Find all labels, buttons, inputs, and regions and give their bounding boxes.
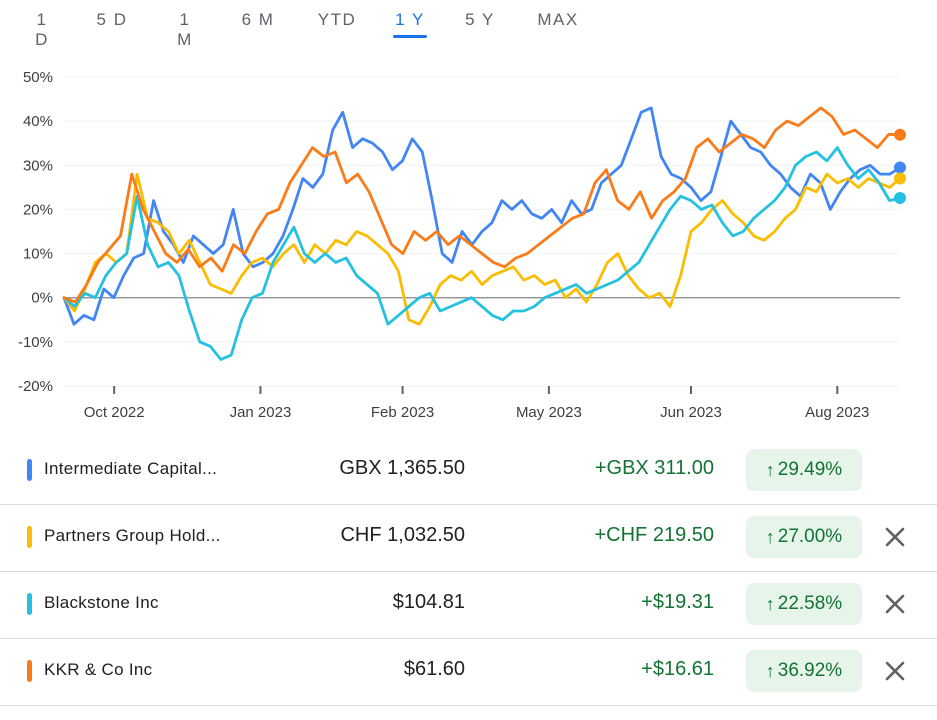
arrow-up-icon: ↑ (765, 459, 775, 480)
tab-ytd[interactable]: YTD (317, 10, 357, 29)
percent-change-badge: ↑ 36.92% (746, 650, 862, 692)
percent-change-badge: ↑ 22.58% (746, 583, 862, 625)
close-icon[interactable] (881, 523, 909, 551)
tab-1y[interactable]: 1 Y (395, 10, 425, 29)
percent-change-badge: ↑ 27.00% (746, 516, 862, 558)
comparison-row[interactable]: Partners Group Hold... CHF 1,032.50 +CHF 2… (0, 504, 937, 572)
tab-1d[interactable]: 1 D (35, 10, 49, 49)
tab-1m[interactable]: 1 M (177, 10, 193, 49)
price-change: +CHF 219.50 (594, 524, 714, 546)
security-name: KKR & Co Inc (44, 660, 153, 679)
comparison-row[interactable]: Blackstone Inc $104.81 +$19.31 ↑ 22.58% (0, 571, 937, 639)
close-icon[interactable] (881, 590, 909, 618)
security-price: GBX 1,365.50 (339, 457, 465, 479)
x-tick-label: Oct 2022 (84, 404, 145, 421)
percent-change-value: 27.00% (777, 526, 843, 547)
security-name: Partners Group Hold... (44, 526, 221, 545)
series-line (62, 172, 902, 326)
time-range-tabs: 1 D 5 D 1 M 6 M YTD 1 Y 5 Y MAX (0, 0, 937, 49)
price-change: +$16.61 (641, 658, 714, 680)
series-color-swatch (27, 593, 32, 615)
y-tick-label: 30% (23, 157, 53, 174)
active-tab-indicator (393, 35, 427, 38)
security-name: Blackstone Inc (44, 593, 159, 612)
series-end-dot (894, 128, 906, 141)
comparison-row[interactable]: Intermediate Capital... GBX 1,365.50 +GBX … (0, 437, 937, 505)
series-color-swatch (27, 660, 32, 682)
series-color-swatch (27, 459, 32, 481)
price-change: +$19.31 (641, 591, 714, 613)
series-line (62, 106, 902, 326)
x-tick-label: Feb 2023 (371, 404, 434, 421)
series-color-swatch (27, 526, 32, 548)
x-tick-label: Jan 2023 (230, 404, 292, 421)
percent-change-value: 22.58% (777, 593, 843, 614)
percent-change-value: 36.92% (777, 660, 843, 681)
percent-change-value: 29.49% (777, 459, 843, 480)
arrow-up-icon: ↑ (765, 593, 775, 614)
security-price: $61.60 (403, 658, 465, 680)
series-end-dot (894, 172, 906, 185)
tab-5y[interactable]: 5 Y (465, 10, 495, 29)
x-tick-label: May 2023 (516, 404, 582, 421)
tab-5d[interactable]: 5 D (96, 10, 128, 29)
y-tick-label: 0% (31, 290, 53, 307)
comparison-row[interactable]: KKR & Co Inc $61.60 +$16.61 ↑ 36.92% (0, 638, 937, 706)
y-tick-label: -20% (18, 378, 53, 395)
series-end-dot (894, 161, 906, 174)
percent-change-badge: ↑ 29.49% (746, 449, 862, 491)
series-line (62, 106, 902, 304)
series-line (62, 146, 902, 361)
tab-6m[interactable]: 6 M (241, 10, 275, 29)
x-tick-label: Jun 2023 (660, 404, 722, 421)
series-end-dot (894, 192, 906, 205)
tab-max[interactable]: MAX (537, 10, 579, 29)
security-price: CHF 1,032.50 (340, 524, 465, 546)
price-change: +GBX 311.00 (594, 457, 714, 479)
y-tick-label: 50% (23, 69, 53, 86)
x-tick-label: Aug 2023 (805, 404, 869, 421)
security-price: $104.81 (392, 591, 465, 613)
comparison-line-chart: 50% 40% 30% 20% 10% 0% -10% -20% Oct 2022 Jan 202… (18, 69, 906, 421)
y-tick-label: -10% (18, 334, 53, 351)
y-tick-label: 10% (23, 246, 53, 263)
y-tick-label: 20% (23, 201, 53, 218)
y-tick-label: 40% (23, 113, 53, 130)
arrow-up-icon: ↑ (765, 526, 775, 547)
close-icon[interactable] (881, 657, 909, 685)
security-name: Intermediate Capital... (44, 459, 218, 478)
arrow-up-icon: ↑ (765, 660, 775, 681)
